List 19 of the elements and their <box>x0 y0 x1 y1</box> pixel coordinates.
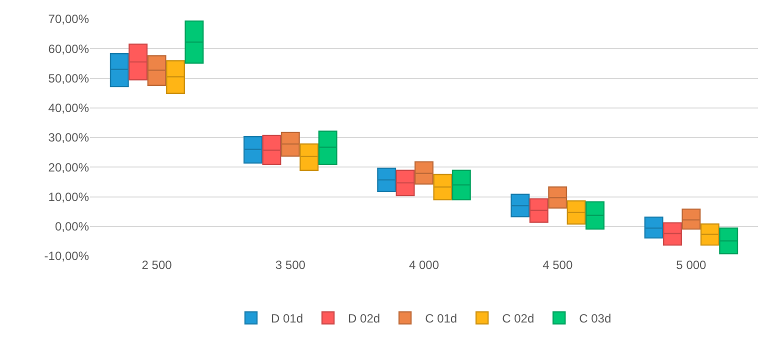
x-tick-label: 4 000 <box>408 258 440 272</box>
x-tick-label: 3 500 <box>275 258 306 272</box>
y-tick-label: 60,00% <box>48 42 90 56</box>
y-tick-label: 70,00% <box>48 12 90 26</box>
y-tick-label: 10,00% <box>48 190 90 204</box>
y-tick-label: 20,00% <box>48 160 90 174</box>
x-tick-label: 5 000 <box>676 258 707 272</box>
y-tick-label: -10,00% <box>44 249 90 264</box>
y-tick-label: 50,00% <box>48 71 90 86</box>
y-tick-label: 40,00% <box>48 101 90 116</box>
legend-label: C 02d <box>502 312 534 326</box>
legend-label: C 03d <box>579 312 612 326</box>
legend-label: D 01d <box>271 312 304 326</box>
y-tick-label: 30,00% <box>48 130 90 145</box>
x-tick-label: 4 500 <box>542 258 573 272</box>
legend-label: C 01d <box>425 312 458 326</box>
legend-label: D 02d <box>348 312 380 326</box>
x-tick-label: 2 500 <box>142 258 172 272</box>
y-tick-label: 0,00% <box>54 220 90 234</box>
